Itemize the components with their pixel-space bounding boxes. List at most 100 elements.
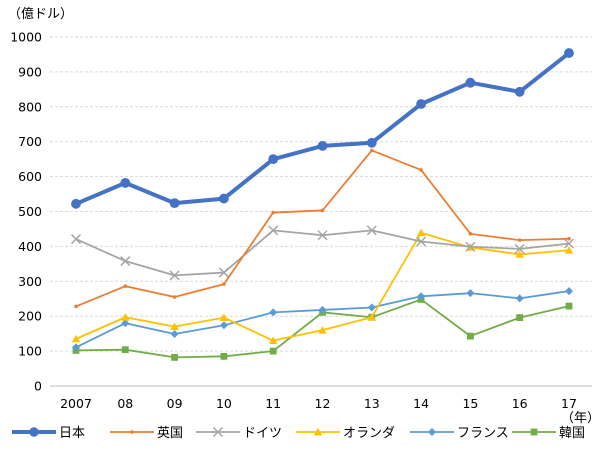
data-point bbox=[516, 314, 524, 321]
marker-stroke bbox=[212, 426, 224, 438]
data-point bbox=[72, 343, 80, 352]
y-tick-label: 400 bbox=[18, 239, 42, 254]
legend: 日本 英国 ドイツ オランダ フランス 韓国 bbox=[12, 426, 585, 441]
data-point bbox=[269, 308, 278, 317]
marker-stroke bbox=[563, 238, 575, 249]
data-point bbox=[121, 346, 129, 354]
legend-label: ドイツ bbox=[243, 426, 282, 441]
x-tick-label: 12 bbox=[315, 396, 331, 411]
x-tick-label: 11 bbox=[265, 396, 281, 411]
data-point bbox=[74, 304, 78, 309]
y-tick-label: 200 bbox=[18, 309, 42, 324]
x-tick-label: 08 bbox=[117, 396, 133, 411]
data-point bbox=[565, 302, 573, 310]
marker-stroke bbox=[268, 225, 279, 236]
data-point bbox=[367, 313, 376, 321]
gridlines bbox=[50, 36, 592, 352]
data-point bbox=[120, 177, 131, 188]
y-tick-label: 800 bbox=[18, 99, 42, 114]
data-point bbox=[465, 241, 476, 252]
marker-stroke bbox=[120, 256, 131, 267]
data-point bbox=[120, 256, 131, 267]
data-point bbox=[366, 137, 377, 148]
y-tick-label: 0 bbox=[34, 379, 42, 394]
legend-label: 英国 bbox=[157, 426, 183, 441]
data-point bbox=[416, 228, 426, 237]
y-tick-label: 300 bbox=[18, 274, 42, 289]
marker-stroke bbox=[70, 234, 82, 245]
series-line bbox=[75, 149, 570, 308]
x-tick-label: 2007 bbox=[60, 396, 92, 411]
legend-item: 日本 bbox=[12, 426, 85, 441]
data-point bbox=[71, 334, 81, 343]
data-point bbox=[416, 99, 427, 109]
y-tick-label: 700 bbox=[18, 134, 42, 149]
data-point bbox=[515, 250, 524, 258]
x-tick-label: 10 bbox=[216, 396, 232, 411]
data-point bbox=[212, 426, 224, 438]
data-point bbox=[563, 238, 575, 249]
data-point bbox=[123, 284, 128, 288]
series-0 bbox=[71, 48, 574, 209]
y-tick-label: 500 bbox=[18, 204, 42, 219]
data-point bbox=[171, 353, 178, 361]
data-point bbox=[517, 238, 522, 242]
data-point bbox=[169, 198, 180, 209]
series-1 bbox=[74, 148, 571, 309]
y-tick-label: 1000 bbox=[10, 30, 42, 45]
data-point bbox=[318, 305, 327, 314]
legend-label: 日本 bbox=[59, 426, 85, 441]
x-tick-label: 16 bbox=[512, 396, 528, 411]
data-point bbox=[220, 352, 228, 360]
data-point bbox=[121, 313, 130, 321]
series-line bbox=[75, 51, 571, 206]
series-4 bbox=[72, 287, 573, 352]
x-tick-label: 17 bbox=[561, 396, 577, 411]
series-line bbox=[75, 290, 570, 349]
data-point bbox=[514, 86, 525, 97]
marker-stroke bbox=[317, 230, 328, 241]
data-point bbox=[370, 148, 374, 153]
data-point bbox=[269, 336, 278, 344]
data-point bbox=[467, 332, 474, 340]
marker-stroke bbox=[465, 241, 476, 252]
data-point bbox=[130, 430, 134, 434]
legend-item: ドイツ bbox=[196, 426, 282, 441]
data-point bbox=[419, 168, 423, 172]
legend-item: 韓国 bbox=[512, 426, 585, 441]
data-point bbox=[565, 287, 573, 296]
x-axis-tick-labels: 2007 08 09 10 11 12 13 14 15 16 17 bbox=[60, 396, 577, 411]
data-point bbox=[71, 198, 81, 209]
data-point bbox=[514, 243, 525, 254]
y-tick-label: 600 bbox=[18, 169, 42, 184]
data-point bbox=[317, 230, 328, 241]
legend-label: フランス bbox=[457, 426, 509, 441]
data-point bbox=[271, 210, 276, 215]
data-point bbox=[29, 427, 39, 437]
marker-stroke bbox=[218, 267, 229, 278]
data-point bbox=[70, 234, 82, 245]
series-2 bbox=[70, 225, 575, 281]
data-point bbox=[530, 428, 538, 436]
x-tick-label: 09 bbox=[167, 396, 183, 411]
data-point bbox=[564, 48, 574, 58]
data-point bbox=[465, 77, 476, 88]
series-3 bbox=[71, 228, 574, 344]
marker-stroke bbox=[416, 236, 427, 247]
series-lines bbox=[70, 48, 575, 361]
legend-item: オランダ bbox=[296, 426, 395, 441]
data-point bbox=[222, 282, 226, 286]
data-point bbox=[567, 236, 571, 241]
data-point bbox=[218, 267, 229, 278]
legend-label: 韓国 bbox=[559, 426, 585, 441]
data-point bbox=[268, 154, 279, 165]
marker-stroke bbox=[366, 225, 377, 236]
data-point bbox=[269, 347, 277, 355]
y-tick-label: 900 bbox=[18, 64, 42, 79]
marker-stroke bbox=[169, 270, 180, 281]
data-point bbox=[219, 313, 229, 321]
data-point bbox=[313, 427, 323, 436]
data-point bbox=[416, 236, 427, 247]
legend-item: フランス bbox=[410, 426, 509, 441]
